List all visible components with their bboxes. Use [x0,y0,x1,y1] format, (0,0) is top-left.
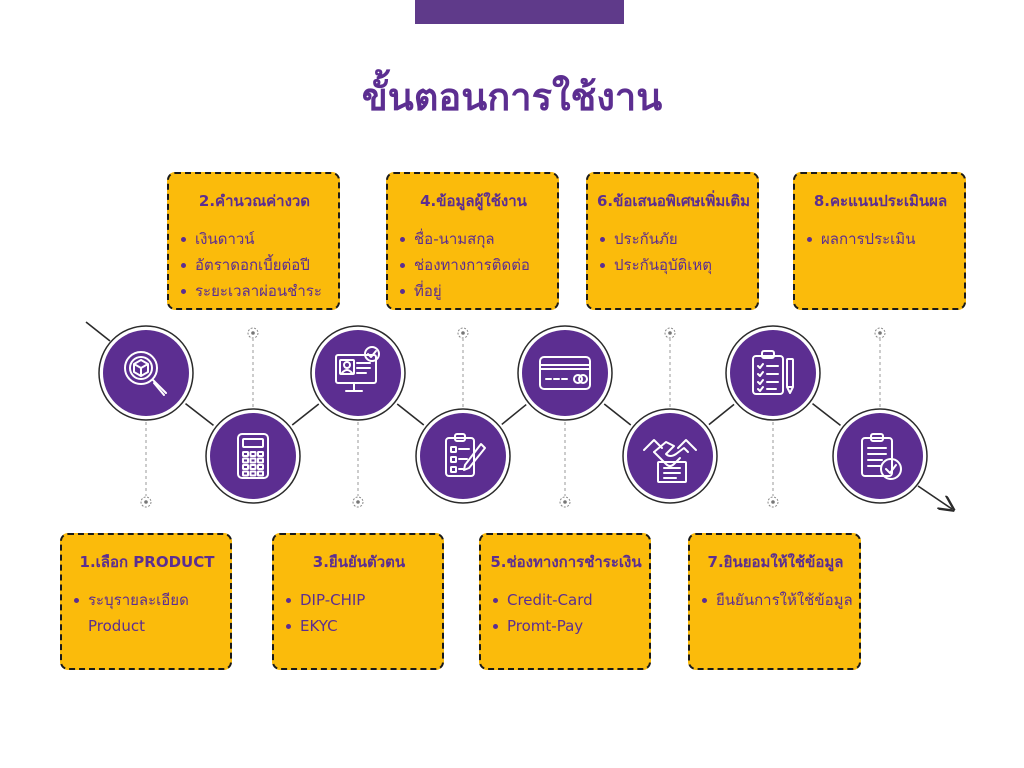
top-accent-bar [415,0,624,24]
connector-line [812,403,841,426]
step-card-list: ประกันภัย ประกันอุบัติเหตุ [596,226,751,278]
step-node-6 [622,408,718,504]
page-title: ขั้นตอนการใช้งาน [361,75,663,119]
step-card-list: Credit-Card Promt-Pay [489,587,643,639]
handshake-icon [643,439,697,483]
stem-dot-inner [461,331,465,335]
step-card-item: ระยะเวลาผ่อนชำระ [177,278,332,304]
connector-line [185,403,214,426]
step-card-list: ระบุรายละเอียด Product [70,587,224,639]
stem-dot-inner [251,331,255,335]
step-node-5 [517,325,613,421]
box-search-icon [124,351,167,396]
step-card-3: 3.ยืนยันตัวตน DIP-CHIP EKYC [272,533,444,670]
step-card-title: 3.ยืนยันตัวตน [312,553,406,571]
stem-dot-inner [771,500,775,504]
checklist-pen-icon [752,350,794,395]
step-card-item: ระบุรายละเอียด Product [70,587,224,639]
stem-dot-inner [563,500,567,504]
connector-line [396,403,425,426]
connector-arrow-end [917,485,952,509]
step-card-title: 2.คำนวณค่างวด [198,192,311,210]
step-card-item: Credit-Card [489,587,643,613]
step-card-item: Promt-Pay [489,613,643,639]
step-card-1: 1.เลือก PRODUCT ระบุรายละเอียด Product [60,533,232,670]
step-card-item: DIP-CHIP [282,587,436,613]
step-node-4 [415,408,511,504]
step-card-item: ประกันอุบัติเหตุ [596,252,751,278]
step-card-item: ช่องทางการติดต่อ [396,252,551,278]
connector-line [291,403,320,426]
step-card-list: ยืนยันการให้ใช้ข้อมูล [698,587,853,613]
step-card-title: 5.ช่องทางการชำระเงิน [490,553,642,571]
stem-dot-inner [878,331,882,335]
step-card-title: 7.ยินยอมให้ใช้ข้อมูล [707,553,844,571]
step-card-title: 1.เลือก PRODUCT [79,553,215,571]
node-fill [420,413,506,499]
step-card-6: 6.ข้อเสนอพิเศษเพิ่มเติมประกันภัย ประกันอุ… [586,172,759,310]
stem-dot-inner [144,500,148,504]
step-card-title: 8.คะแนนประเมินผล [813,192,948,210]
step-card-list: ผลการประเมิน [803,226,958,252]
step-card-title: 4.ข้อมูลผู้ใช้งาน [420,192,527,210]
node-fill [837,413,923,499]
step-node-7 [725,325,821,421]
step-node-8 [832,408,928,504]
credit-card-icon [539,356,591,390]
step-node-2 [205,408,301,504]
connector-start [85,321,111,342]
step-card-item: ชื่อ-นามสกุล [396,226,551,252]
step-card-5: 5.ช่องทางการชำระเงิน Credit-Card Promt-Pay [479,533,651,670]
step-card-item: เงินดาวน์ [177,226,332,252]
step-card-2: 2.คำนวณค่างวดเงินดาวน์ อัตราดอกเบี้ยต่อปี… [167,172,340,310]
step-card-list: เงินดาวน์ อัตราดอกเบี้ยต่อปี ระยะเวลาผ่อนช… [177,226,332,304]
step-node-1 [98,325,194,421]
step-card-item: ผลการประเมิน [803,226,958,252]
connector-line [603,403,632,426]
step-card-item: EKYC [282,613,436,639]
step-card-4: 4.ข้อมูลผู้ใช้งานชื่อ-นามสกุล ช่องทางการต… [386,172,559,310]
step-card-item: ที่อยู่ [396,278,551,304]
clipboard-pen-icon [445,433,486,477]
connector-line [708,403,735,426]
stem-dot-inner [356,500,360,504]
stem-dot-inner [668,331,672,335]
connector-line [501,403,527,426]
clipboard-check-icon [861,433,902,480]
step-node-3 [310,325,406,421]
node-fill [522,330,608,416]
step-card-item: ประกันภัย [596,226,751,252]
id-verify-monitor-icon [335,346,380,392]
step-card-list: ชื่อ-นามสกุล ช่องทางการติดต่อ ที่อยู่ [396,226,551,304]
step-card-8: 8.คะแนนประเมินผลผลการประเมิน [793,172,966,310]
step-card-title: 6.ข้อเสนอพิเศษเพิ่มเติม [596,192,751,210]
step-card-item: ยืนยันการให้ใช้ข้อมูล [698,587,853,613]
calculator-icon [237,433,269,479]
step-card-item: อัตราดอกเบี้ยต่อปี [177,252,332,278]
step-card-list: DIP-CHIP EKYC [282,587,436,639]
step-card-7: 7.ยินยอมให้ใช้ข้อมูลยืนยันการให้ใช้ข้อมู… [688,533,861,670]
